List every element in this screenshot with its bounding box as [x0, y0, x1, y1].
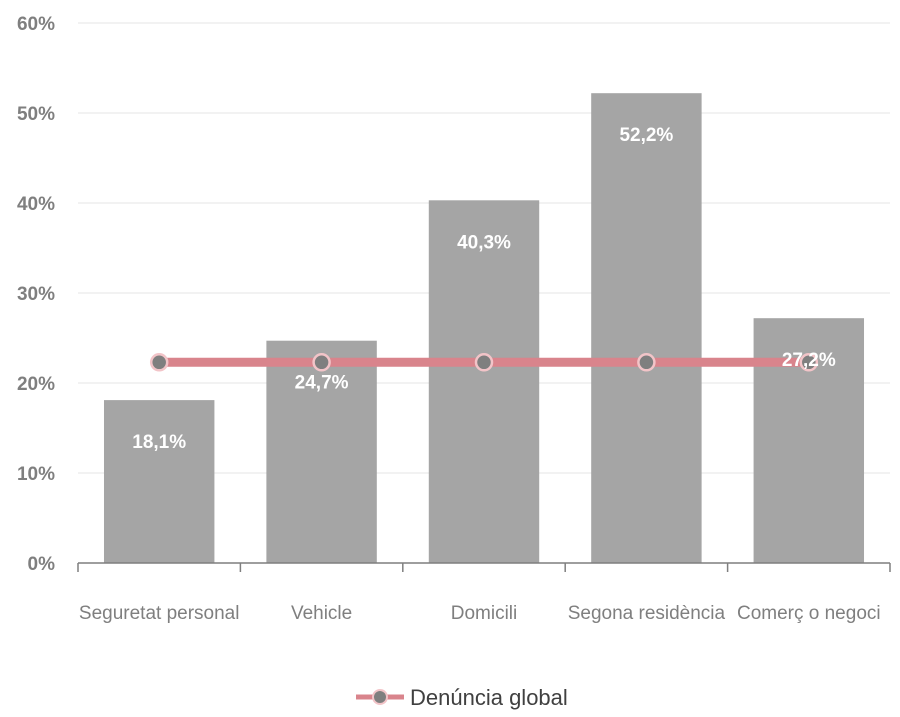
bar — [266, 340, 377, 563]
bar — [103, 400, 215, 563]
x-tick-label: Seguretat personal — [79, 603, 240, 624]
bar — [428, 200, 540, 564]
series-point — [474, 353, 494, 372]
series-point — [799, 353, 819, 372]
data-label: 18,1% — [132, 432, 186, 453]
series-point — [312, 353, 331, 372]
y-tick-label: 0% — [28, 554, 56, 575]
legend-label: Denúncia global — [410, 685, 568, 710]
data-label: 24,7% — [295, 373, 349, 394]
data-label: 27,2% — [782, 350, 836, 371]
bar — [591, 93, 702, 563]
y-tick-label: 20% — [17, 374, 55, 395]
x-axis — [77, 562, 891, 572]
x-tick-label: Domicili — [451, 603, 518, 624]
y-tick-label: 50% — [17, 104, 55, 125]
x-tick-label: Comerç o negoci — [737, 603, 881, 624]
data-label: 40,3% — [457, 232, 511, 253]
y-tick-label: 10% — [17, 464, 55, 485]
x-tick-label: Segona residència — [568, 603, 726, 624]
legend: Denúncia global — [356, 685, 568, 710]
y-tick-label: 40% — [17, 194, 55, 215]
y-axis-ticks: 0% 10% 20% 30% 40% 50% 60% — [17, 14, 55, 575]
x-axis-ticks: Seguretat personal Vehicle Domicili Segona … — [79, 603, 881, 624]
data-label: 52,2% — [619, 125, 673, 146]
y-tick-label: 30% — [17, 284, 55, 305]
legend-marker-swatch — [372, 689, 388, 705]
line-series — [149, 353, 819, 372]
x-tick-label: Vehicle — [291, 603, 352, 624]
series-point — [637, 353, 656, 372]
data-labels: 18,1% 24,7% 40,3% 52,2% 27,2% — [132, 125, 836, 453]
series-point — [149, 353, 169, 372]
bars — [103, 93, 865, 564]
y-tick-label: 60% — [17, 14, 55, 35]
